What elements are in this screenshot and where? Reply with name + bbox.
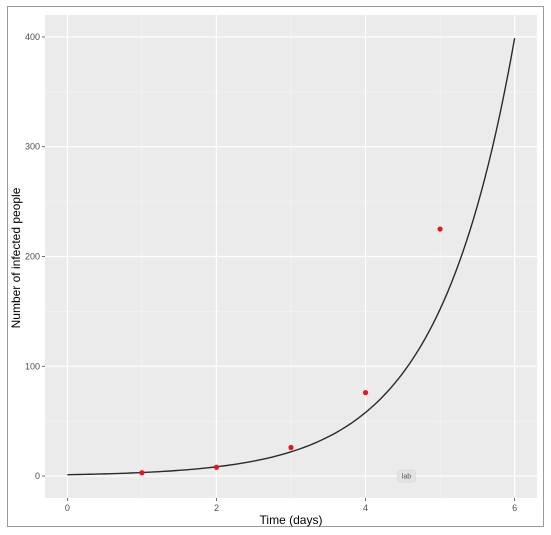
annotation-box (397, 469, 416, 483)
data-point (288, 444, 294, 451)
data-points (139, 226, 443, 476)
y-axis-ticks: 0 100 200 300 400 (25, 32, 45, 481)
annotation-label: lab (402, 474, 411, 481)
annotations: lab (397, 469, 416, 483)
y-axis-title: Number of infected people (9, 187, 23, 328)
data-point (437, 226, 443, 232)
x-axis-ticks: 0 2 4 6 (65, 498, 517, 513)
x-axis-title: Time (days) (260, 513, 323, 527)
x-tick-label: 2 (214, 503, 219, 513)
x-tick-label: 6 (512, 503, 517, 513)
data-point (139, 470, 145, 476)
data-point (362, 390, 369, 396)
grid-lines (45, 15, 537, 498)
y-tick-label: 300 (25, 142, 40, 152)
y-tick-label: 200 (25, 252, 40, 262)
y-tick-label: 0 (35, 471, 40, 481)
x-tick-label: 0 (65, 503, 70, 513)
x-tick-label: 4 (363, 503, 368, 513)
y-tick-label: 100 (25, 361, 40, 371)
data-point (213, 464, 220, 470)
y-tick-label: 400 (25, 32, 40, 42)
